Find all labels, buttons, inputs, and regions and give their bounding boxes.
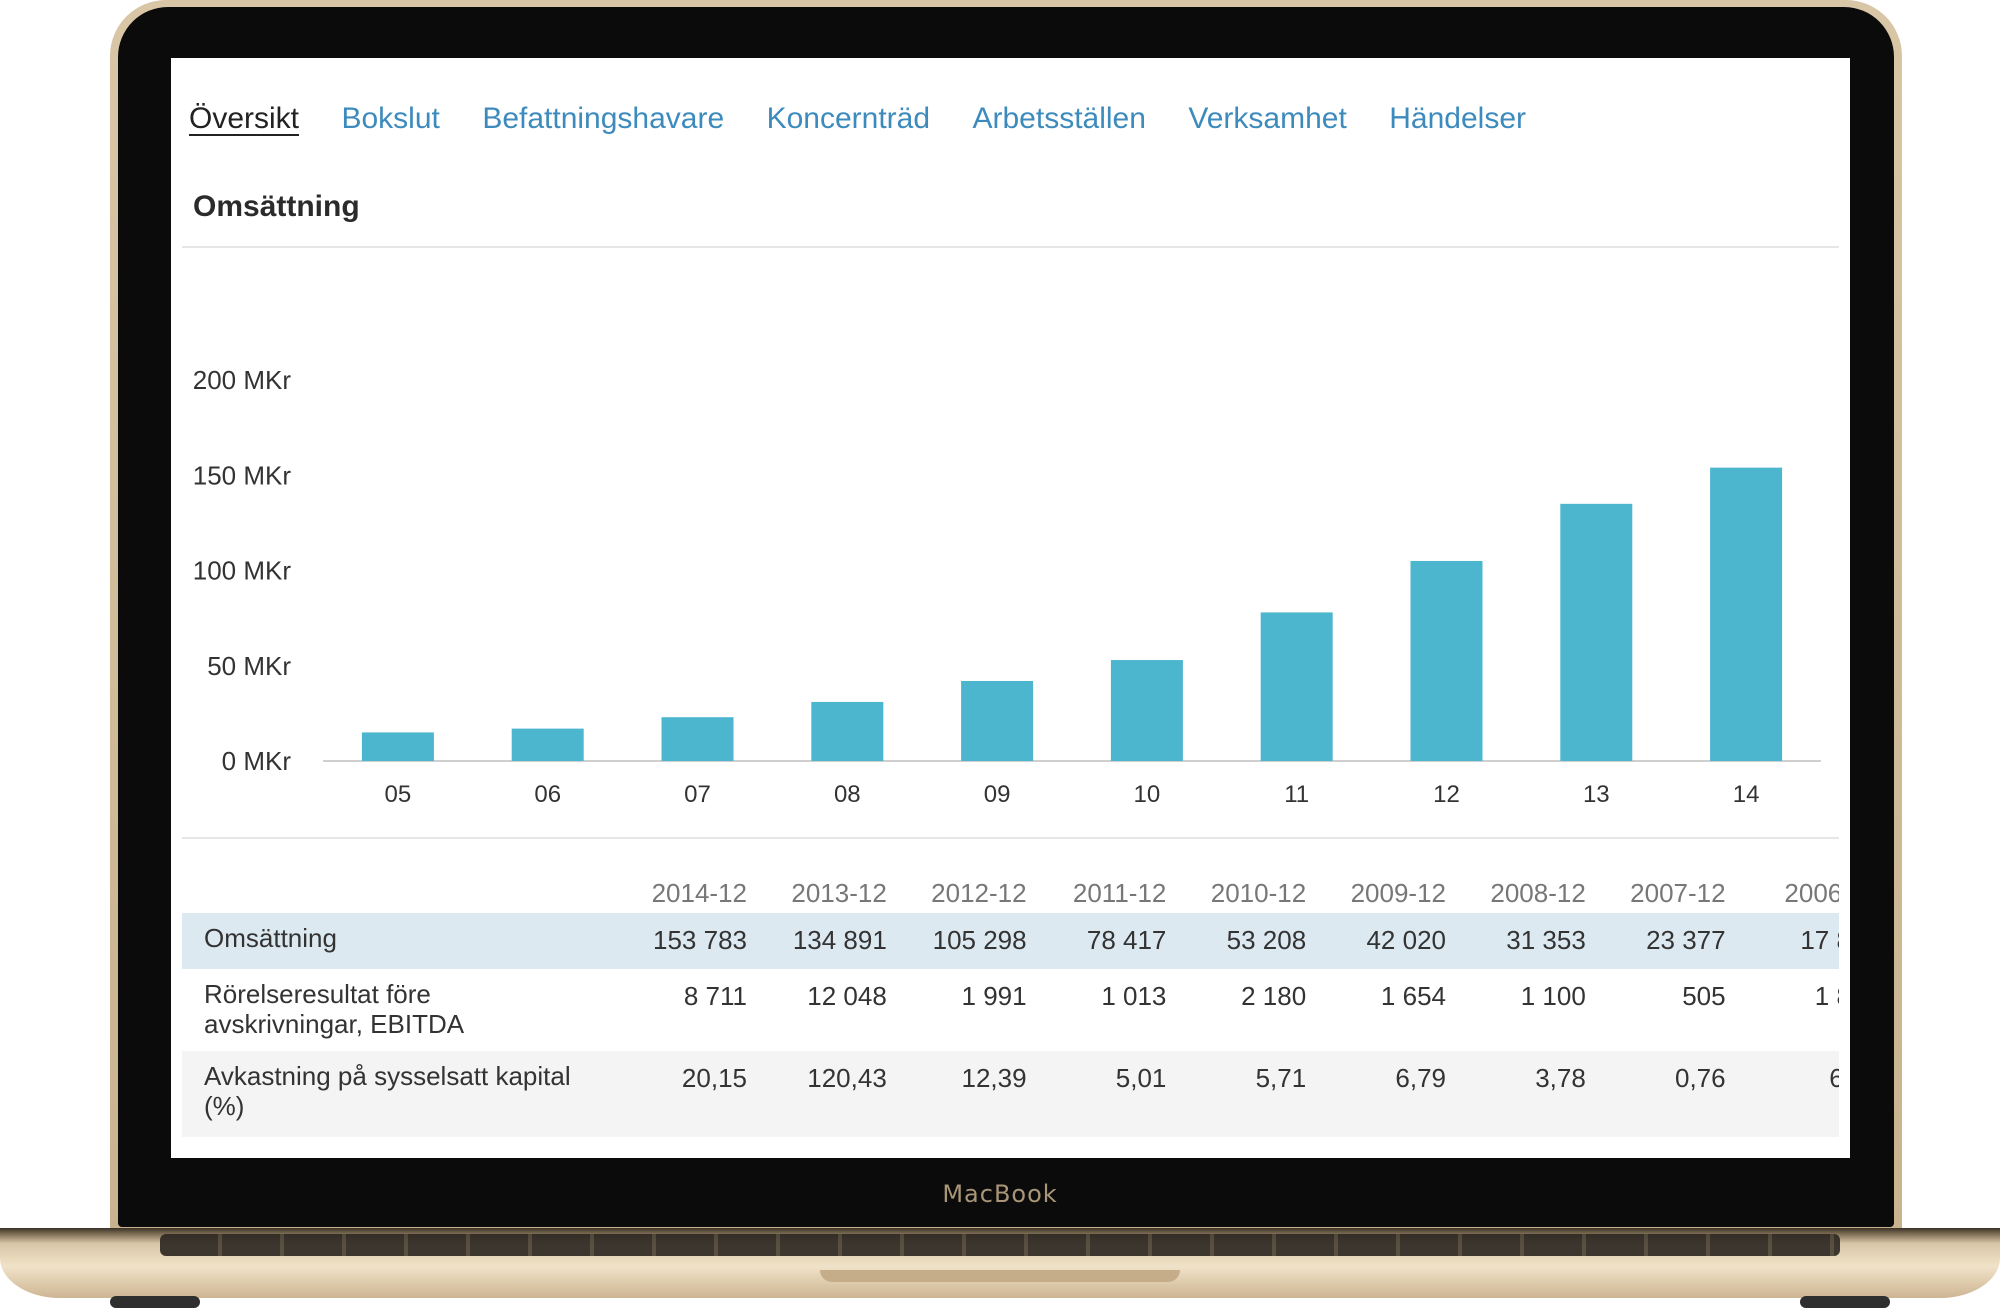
table-cell: 1 013 — [1101, 981, 1167, 1011]
tab-handelser[interactable]: Händelser — [1389, 102, 1527, 135]
bar-06[interactable] — [511, 728, 584, 761]
table-cell: 105 298 — [932, 925, 1027, 955]
table-cell: 42 020 — [1366, 925, 1446, 955]
laptop-foot-right — [1800, 1296, 1890, 1308]
y-tick-label: 50 MKr — [207, 651, 291, 681]
keyboard — [160, 1234, 1840, 1256]
laptop-foot-left — [110, 1296, 200, 1308]
table-cell: 1 81 — [1814, 981, 1839, 1011]
table-row[interactable]: Avkastning på sysselsatt kapital (%) 20,15… — [182, 1051, 1839, 1137]
table-cell: 134 891 — [792, 925, 887, 955]
x-tick-label: 07 — [684, 781, 711, 808]
row-label-line: avskrivningar, EBITDA — [204, 1009, 465, 1039]
column-header: 2006-1 — [1784, 878, 1839, 908]
table-cell: 0,76 — [1674, 1063, 1726, 1093]
bar-08[interactable] — [811, 701, 884, 761]
table-cell: 23 377 — [1646, 925, 1726, 955]
table-row[interactable]: Omsättning 153 783 134 891 105 298 78 417 53 … — [182, 913, 1839, 969]
row-values-clip: 20,15 120,43 12,39 5,01 5,71 6,79 3,78 0,76 6,4 — [182, 1051, 1839, 1137]
row-label: Rörelseresultat före avskrivningar, EBITD… — [204, 979, 464, 1039]
row-label-line: (%) — [204, 1091, 245, 1121]
row-label: Omsättning — [204, 923, 337, 953]
x-tick-label: 05 — [385, 781, 412, 808]
financial-table: 2014-12 2013-12 2012-12 2011-12 2010-12 2009-… — [182, 873, 1839, 1137]
bar-07[interactable] — [661, 717, 734, 761]
table-cell: 1 100 — [1520, 981, 1586, 1011]
x-tick-label: 09 — [984, 781, 1011, 808]
table-cell: 78 417 — [1086, 925, 1167, 955]
table-cell: 20,15 — [681, 1063, 747, 1093]
table-cell: 1 654 — [1380, 981, 1446, 1011]
tab-koncerntrad[interactable]: Koncernträd — [766, 102, 931, 135]
column-header: 2009-12 — [1350, 878, 1446, 908]
bar-11[interactable] — [1260, 612, 1333, 761]
bar-05[interactable] — [361, 732, 434, 761]
table-cell: 12 048 — [807, 981, 887, 1011]
x-tick-label: 11 — [1284, 781, 1309, 808]
table-cell: 3,78 — [1535, 1063, 1586, 1093]
row-label: Avkastning på sysselsatt kapital (%) — [204, 1061, 571, 1121]
bar-14[interactable] — [1710, 467, 1783, 761]
x-tick-label: 10 — [1134, 781, 1161, 808]
table-cell: 5,71 — [1255, 1063, 1307, 1093]
y-tick-label: 200 MKr — [193, 365, 292, 395]
table-cell: 1 991 — [961, 981, 1027, 1011]
row-values-clip: 153 783 134 891 105 298 78 417 53 208 42 020 3… — [182, 913, 1839, 969]
table-cell: 2 180 — [1241, 981, 1307, 1011]
section-title: Omsättning — [193, 190, 360, 223]
row-values-clip: 8 711 12 048 1 991 1 013 2 180 1 654 1 100 505 1… — [182, 969, 1839, 1051]
tab-arbetsstallen[interactable]: Arbetsställen — [972, 102, 1146, 135]
table-cell: 8 711 — [683, 981, 747, 1011]
bar-13[interactable] — [1560, 503, 1633, 761]
tab-oversikt[interactable]: Översikt — [189, 102, 300, 135]
x-tick-label: 14 — [1733, 781, 1760, 808]
x-tick-label: 06 — [534, 781, 561, 808]
table-cell: 17 82 — [1800, 925, 1839, 955]
column-header: 2014-12 — [651, 878, 747, 908]
column-header: 2008-12 — [1490, 878, 1586, 908]
table-cell: 505 — [1682, 981, 1726, 1011]
tab-befattningshavare[interactable]: Befattningshavare — [482, 102, 725, 135]
table-header-clip: 2014-12 2013-12 2012-12 2011-12 2010-12 2009-… — [182, 873, 1839, 913]
table-cell: 53 208 — [1226, 925, 1307, 955]
tab-bokslut[interactable]: Bokslut — [341, 102, 440, 135]
table-cell: 12,39 — [961, 1063, 1027, 1093]
table-cell: 6,4 — [1829, 1063, 1839, 1093]
device-brand-label: MacBook — [942, 1180, 1058, 1208]
revenue-bar-chart: 0 MKr 50 MKr 100 MKr 150 MKr 200 MKr 05 06 07 08… — [193, 365, 1821, 808]
screen: Översikt Bokslut Befattningshavare Konce… — [171, 58, 1850, 1158]
row-label-line: Rörelseresultat före — [204, 979, 431, 1009]
column-header: 2011-12 — [1072, 878, 1167, 908]
divider-chart-bottom — [182, 837, 1839, 839]
bar-12[interactable] — [1410, 560, 1483, 761]
x-tick-label: 12 — [1433, 781, 1460, 808]
column-header: 2013-12 — [791, 878, 887, 908]
column-header: 2010-12 — [1210, 878, 1307, 908]
y-tick-label: 150 MKr — [193, 460, 292, 490]
y-tick-label: 100 MKr — [193, 556, 292, 586]
table-cell: 31 353 — [1506, 925, 1586, 955]
bar-10[interactable] — [1110, 660, 1183, 761]
x-tick-label: 08 — [834, 781, 861, 808]
table-cell: 5,01 — [1115, 1063, 1167, 1093]
tab-bar: Översikt Bokslut Befattningshavare Konce… — [189, 102, 1564, 136]
row-label-line: Omsättning — [204, 923, 337, 953]
table-cell: 153 783 — [653, 925, 747, 955]
y-tick-label: 0 MKr — [222, 746, 292, 776]
lid-notch — [820, 1270, 1180, 1282]
tab-verksamhet[interactable]: Verksamhet — [1188, 102, 1347, 135]
column-header: 2012-12 — [931, 878, 1027, 908]
table-cell: 6,79 — [1395, 1063, 1446, 1093]
x-tick-label: 13 — [1583, 781, 1610, 808]
column-header: 2007-12 — [1630, 878, 1726, 908]
table-header-row: 2014-12 2013-12 2012-12 2011-12 2010-12 2009-… — [182, 873, 1839, 913]
bar-09[interactable] — [961, 680, 1034, 761]
row-label-line: Avkastning på sysselsatt kapital — [204, 1061, 571, 1091]
table-row[interactable]: Rörelseresultat före avskrivningar, EBITD… — [182, 969, 1839, 1051]
table-cell: 120,43 — [807, 1063, 887, 1093]
divider-top — [182, 246, 1839, 248]
